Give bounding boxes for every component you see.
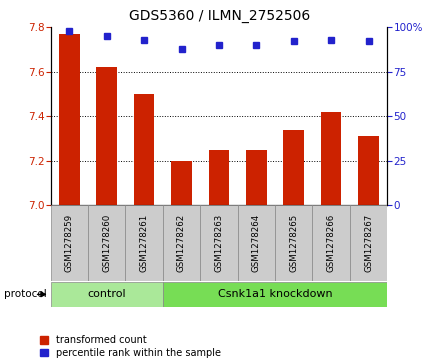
Bar xyxy=(321,112,341,205)
Bar xyxy=(358,136,379,205)
Bar xyxy=(134,94,154,205)
Bar xyxy=(171,160,192,205)
Bar xyxy=(51,205,88,281)
Text: GSM1278262: GSM1278262 xyxy=(177,214,186,272)
Text: GSM1278266: GSM1278266 xyxy=(326,214,336,272)
Bar xyxy=(125,205,163,281)
Bar xyxy=(312,205,350,281)
Text: GSM1278260: GSM1278260 xyxy=(102,214,111,272)
Text: GSM1278263: GSM1278263 xyxy=(214,214,224,272)
Legend: transformed count, percentile rank within the sample: transformed count, percentile rank withi… xyxy=(40,335,220,358)
Bar xyxy=(275,205,312,281)
Bar xyxy=(350,205,387,281)
Text: control: control xyxy=(88,289,126,299)
Text: GDS5360 / ILMN_2752506: GDS5360 / ILMN_2752506 xyxy=(129,9,311,23)
Text: GSM1278267: GSM1278267 xyxy=(364,214,373,272)
Bar xyxy=(59,34,80,205)
Text: GSM1278259: GSM1278259 xyxy=(65,214,74,272)
Bar xyxy=(163,282,387,307)
Bar xyxy=(283,130,304,205)
Bar xyxy=(163,205,200,281)
Bar xyxy=(238,205,275,281)
Bar xyxy=(200,205,238,281)
Bar xyxy=(246,150,267,205)
Bar xyxy=(96,67,117,205)
Text: GSM1278264: GSM1278264 xyxy=(252,214,261,272)
Text: GSM1278265: GSM1278265 xyxy=(289,214,298,272)
Text: protocol: protocol xyxy=(4,289,47,299)
Bar xyxy=(51,282,163,307)
Bar xyxy=(209,150,229,205)
Text: GSM1278261: GSM1278261 xyxy=(139,214,149,272)
Text: Csnk1a1 knockdown: Csnk1a1 knockdown xyxy=(218,289,332,299)
Bar xyxy=(88,205,125,281)
